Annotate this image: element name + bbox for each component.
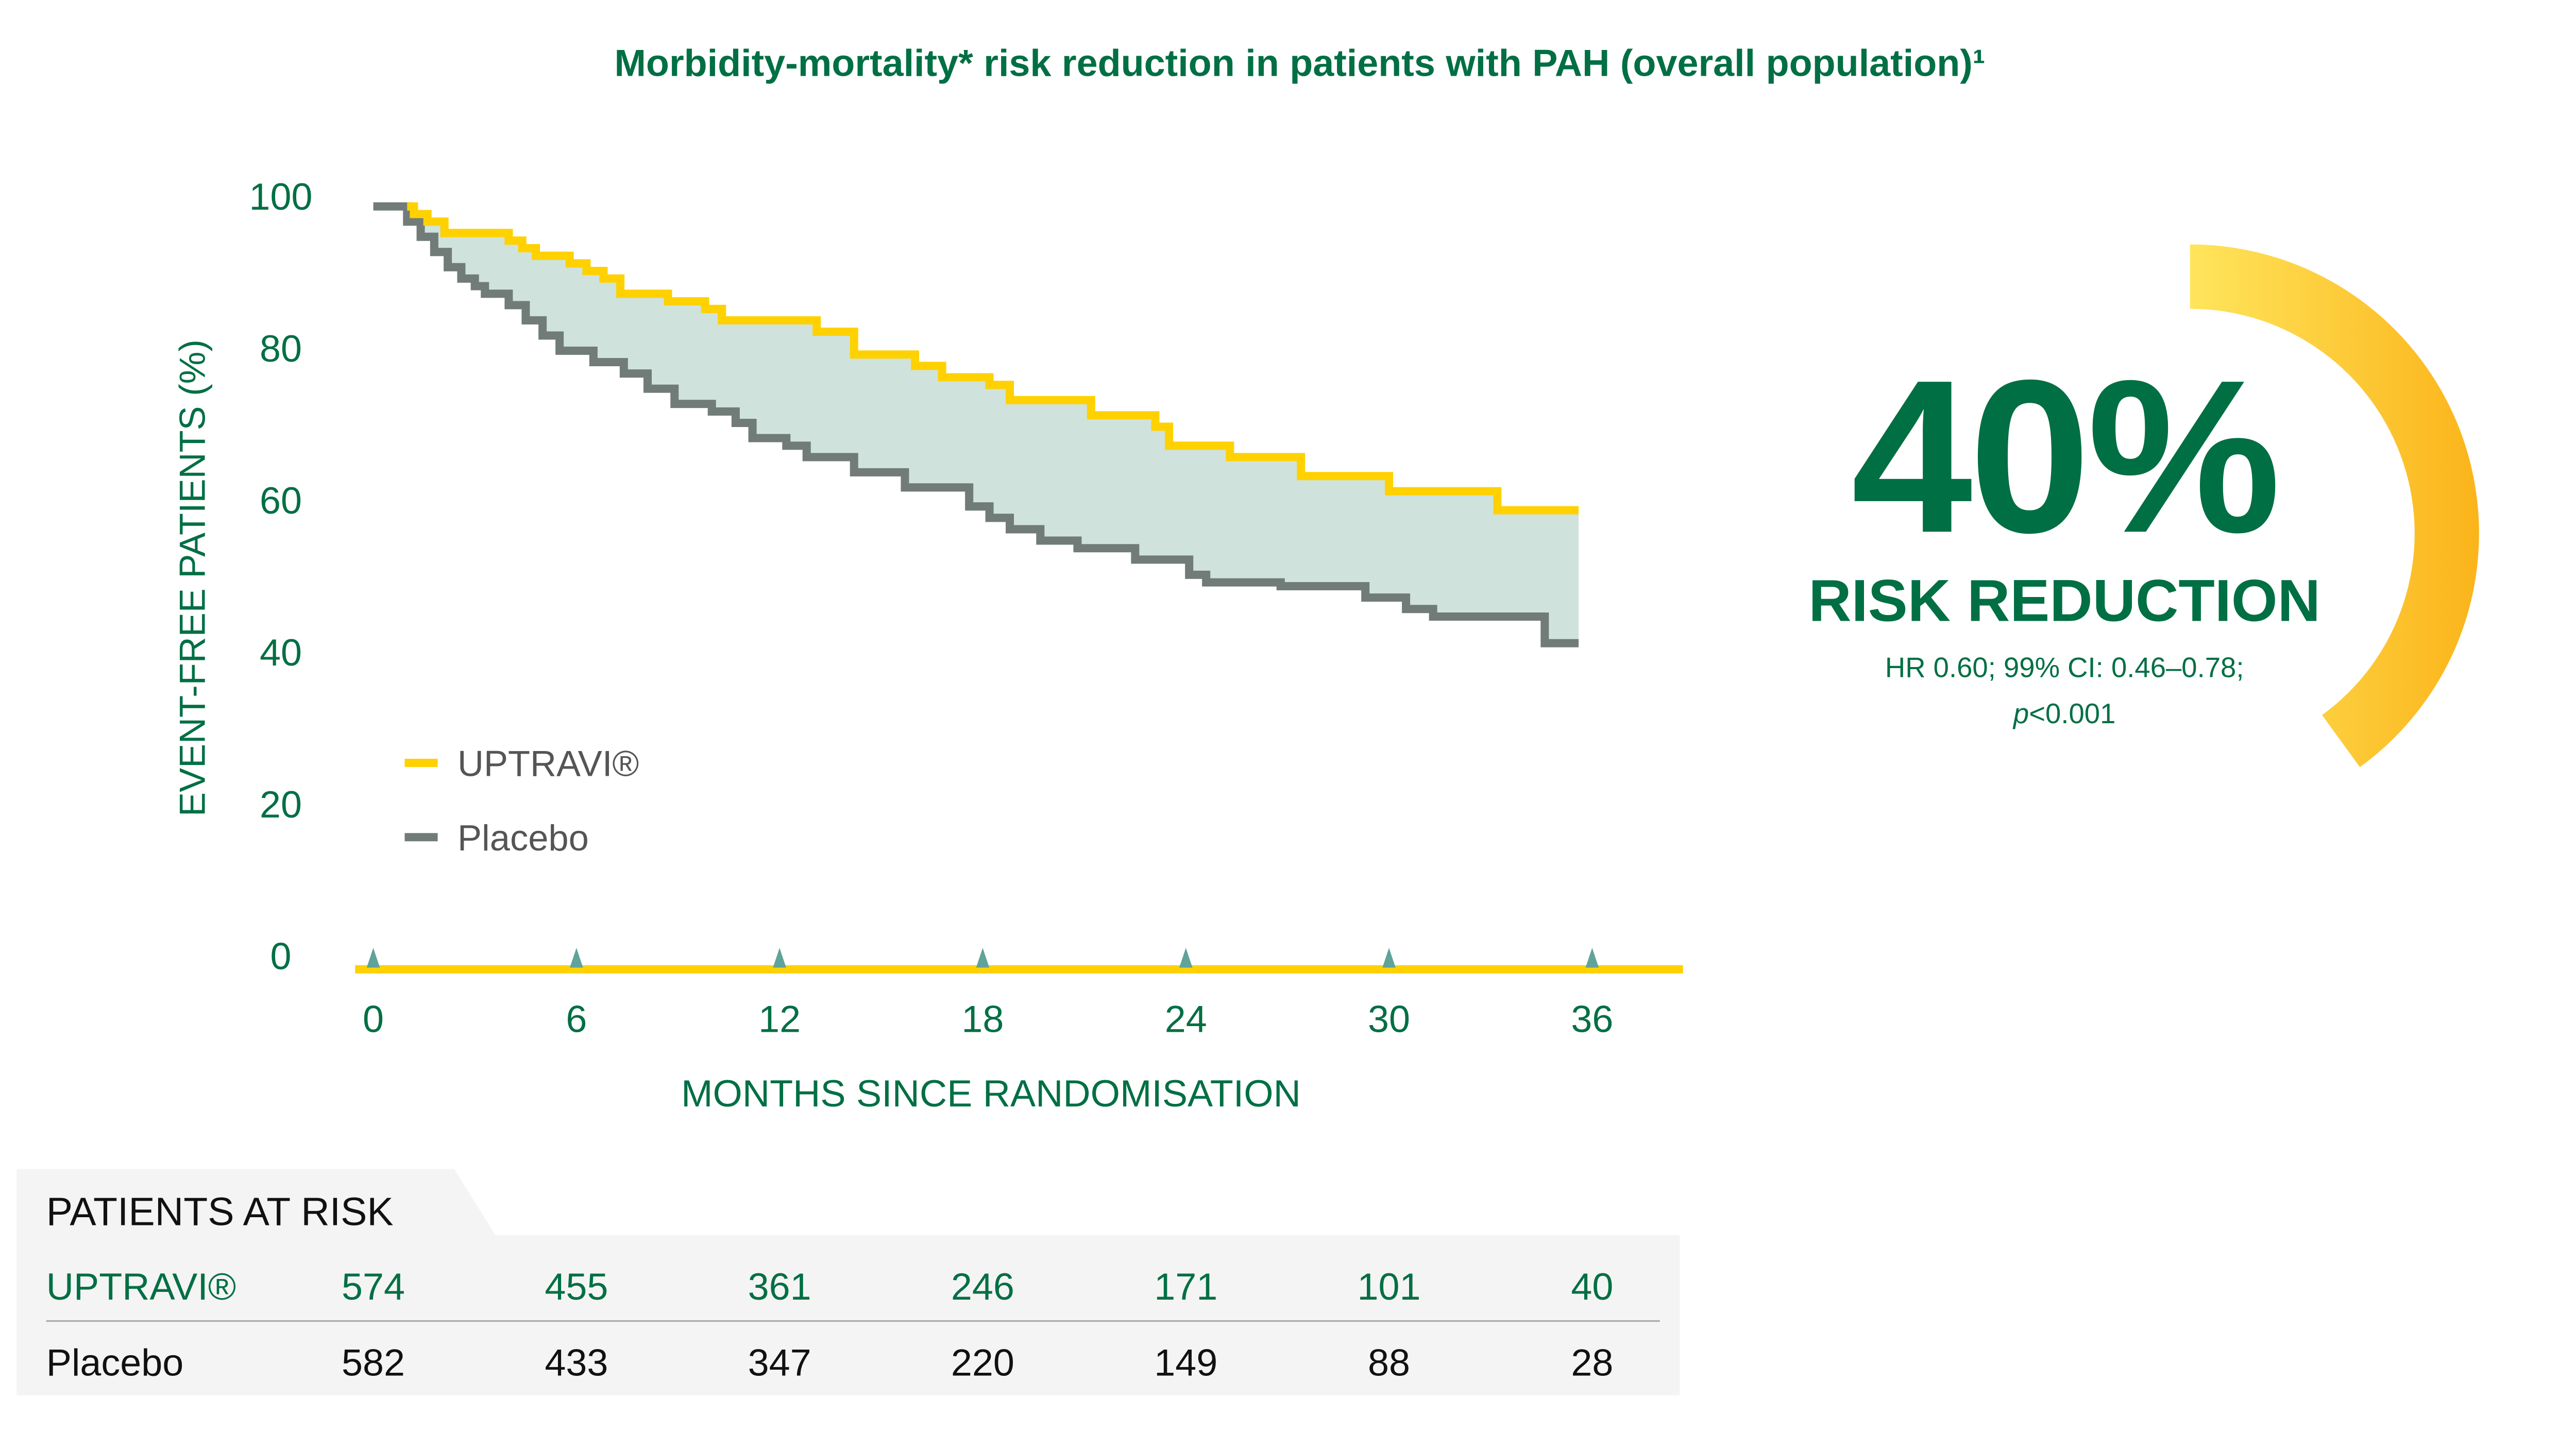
- y-tick-label: 40: [260, 631, 302, 674]
- y-tick-label: 100: [249, 175, 313, 218]
- risk-table-cell: 220: [951, 1341, 1014, 1384]
- series-line-placebo: [373, 202, 1579, 647]
- p-value-text: <0.001: [2029, 698, 2115, 729]
- risk-table-cell: 246: [951, 1265, 1014, 1308]
- x-axis-label: MONTHS SINCE RANDOMISATION: [681, 1072, 1301, 1115]
- risk-table-title: PATIENTS AT RISK: [46, 1190, 394, 1234]
- y-tick-labels: 100 80 60 40 20 0: [249, 175, 313, 978]
- risk-table-cell: 455: [545, 1265, 608, 1308]
- x-tick-label: 30: [1368, 998, 1410, 1041]
- risk-reduction-label: RISK REDUCTION: [1808, 568, 2320, 634]
- risk-table-cell: 347: [748, 1341, 811, 1384]
- x-tick-marker: [976, 948, 990, 968]
- risk-table-cell: 88: [1368, 1341, 1410, 1384]
- x-tick-label: 12: [758, 998, 801, 1041]
- x-tick-label: 6: [566, 998, 587, 1041]
- x-tick-marker: [1585, 948, 1599, 968]
- risk-reduction-percent: 40%: [1851, 334, 2278, 578]
- risk-table-cell: 574: [342, 1265, 405, 1308]
- plot-area: [355, 202, 1683, 974]
- p-value: p<0.001: [2012, 698, 2115, 729]
- risk-table-cell: 171: [1154, 1265, 1217, 1308]
- hazard-ratio-stats: HR 0.60; 99% CI: 0.46–0.78;: [1885, 652, 2244, 683]
- x-tick-marker: [773, 948, 786, 968]
- y-tick-label: 0: [270, 935, 292, 978]
- risk-table-cell: 361: [748, 1265, 811, 1308]
- risk-reduction-callout: 40% RISK REDUCTION HR 0.60; 99% CI: 0.46…: [1808, 244, 2479, 768]
- x-tick-label: 24: [1165, 998, 1207, 1041]
- risk-table-cell: 40: [1571, 1265, 1613, 1308]
- difference-area: [373, 206, 1579, 643]
- y-tick-label: 20: [260, 783, 302, 826]
- risk-table-cell: 433: [545, 1341, 608, 1384]
- risk-table-cell: 582: [342, 1341, 405, 1384]
- legend: UPTRAVI® Placebo: [404, 743, 639, 858]
- legend-label-placebo: Placebo: [457, 817, 589, 858]
- y-axis-label: EVENT-FREE PATIENTS (%): [172, 339, 213, 816]
- x-tick-label: 18: [961, 998, 1004, 1041]
- series-line-uptravi: [407, 202, 1579, 515]
- risk-table-row-label: UPTRAVI®: [46, 1265, 236, 1308]
- x-tick-labels: 0 6 12 18 24 30 36: [363, 998, 1613, 1041]
- y-tick-label: 60: [260, 479, 302, 522]
- x-tick-label: 0: [363, 998, 384, 1041]
- risk-table-cell: 149: [1154, 1341, 1217, 1384]
- y-tick-label: 80: [260, 327, 302, 370]
- x-tick-marker: [1179, 948, 1193, 968]
- risk-reduction-arc: [2190, 244, 2479, 768]
- x-tick-marker: [366, 948, 380, 968]
- risk-table-row: Placebo 582 433 347 220 149 88 28: [46, 1341, 1614, 1384]
- risk-table-row-label: Placebo: [46, 1341, 183, 1384]
- x-tick-marker: [570, 948, 583, 968]
- risk-table-row: UPTRAVI® 574 455 361 246 171 101 40: [46, 1265, 1614, 1308]
- risk-table-cell: 28: [1571, 1341, 1613, 1384]
- risk-table: PATIENTS AT RISK UPTRAVI® 574 455 361 246 171…: [16, 1169, 1680, 1395]
- x-tick-marker: [1382, 948, 1396, 968]
- legend-label-uptravi: UPTRAVI®: [457, 743, 639, 784]
- p-symbol: p: [2012, 698, 2029, 729]
- risk-table-cell: 101: [1358, 1265, 1421, 1308]
- chart-title: Morbidity-mortality* risk reduction in p…: [615, 41, 1986, 84]
- risk-table-panel: [16, 1169, 1680, 1395]
- x-tick-label: 36: [1571, 998, 1613, 1041]
